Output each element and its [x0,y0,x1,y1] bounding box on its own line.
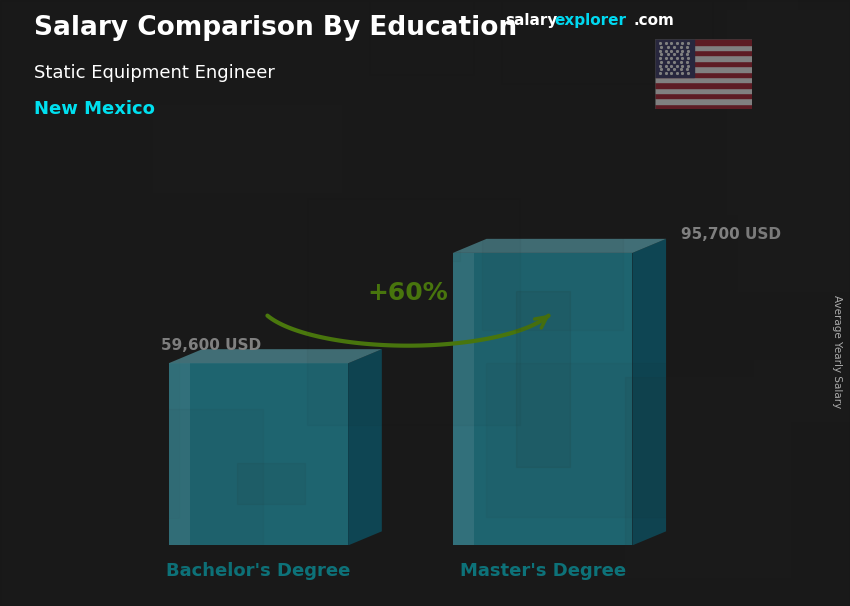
Bar [60,409,263,570]
Bar [654,56,752,61]
Polygon shape [168,363,348,545]
Bar [727,10,849,214]
Bar [654,77,752,82]
Bar [654,45,752,50]
Text: +60%: +60% [367,281,449,305]
Text: explorer: explorer [554,13,626,28]
Polygon shape [632,239,666,545]
Bar [211,104,297,277]
Text: 59,600 USD: 59,600 USD [162,338,261,353]
Bar [92,318,179,518]
Bar [738,61,850,291]
Bar [437,136,677,181]
Bar [154,105,342,191]
Text: 95,700 USD: 95,700 USD [681,227,781,242]
Bar [625,376,790,577]
Bar [654,98,752,104]
Bar [654,72,752,77]
Bar [654,88,752,93]
Polygon shape [453,253,632,545]
Bar [654,50,752,56]
Bar [211,205,461,261]
Bar [518,112,662,187]
Bar [654,39,694,77]
Polygon shape [168,349,382,363]
Bar [501,0,713,84]
Bar [483,89,623,330]
Polygon shape [453,253,474,545]
Bar [754,360,850,421]
Text: salary: salary [506,13,558,28]
Polygon shape [453,239,666,253]
Bar [654,93,752,98]
Bar [747,0,796,153]
Bar [351,0,440,80]
Text: Salary Comparison By Education: Salary Comparison By Education [34,15,517,41]
Bar [654,82,752,88]
Bar [654,39,752,45]
Text: .com: .com [633,13,674,28]
Bar [486,364,692,517]
Text: Static Equipment Engineer: Static Equipment Engineer [34,64,275,82]
Bar [654,66,752,72]
Bar [370,0,473,75]
Polygon shape [168,363,190,545]
Bar [307,198,520,425]
Text: Average Yearly Salary: Average Yearly Salary [832,295,842,408]
Text: New Mexico: New Mexico [34,100,155,118]
Bar [516,291,570,467]
Polygon shape [348,349,382,545]
Bar [654,61,752,66]
Bar [654,104,752,109]
Bar [237,463,304,504]
